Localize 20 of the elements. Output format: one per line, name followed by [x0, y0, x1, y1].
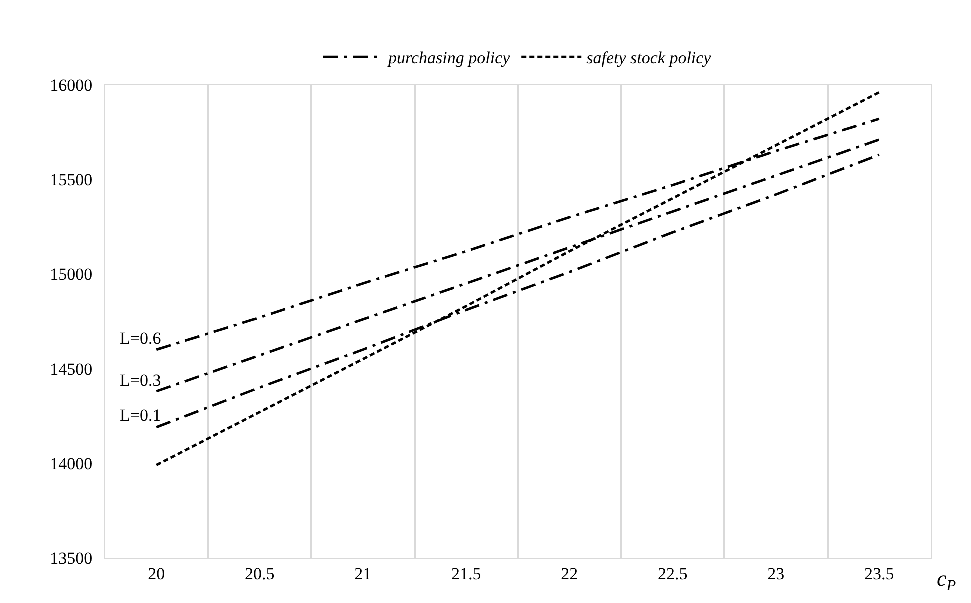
x-tick-label: 23.5 — [864, 564, 894, 584]
legend-label: purchasing policy — [388, 48, 511, 68]
x-tick-label: 21.5 — [452, 564, 482, 584]
x-tick-label: 22.5 — [658, 564, 688, 584]
y-tick-label: 15500 — [50, 170, 93, 190]
y-tick-label: 14500 — [50, 360, 93, 379]
annotation: L=0.3 — [120, 371, 162, 390]
x-tick-label: 21 — [354, 564, 372, 584]
annotation: L=0.6 — [120, 329, 162, 348]
y-tick-label: 14000 — [50, 454, 93, 474]
annotation: L=0.1 — [120, 406, 162, 425]
x-tick-label: 23 — [768, 564, 785, 584]
y-tick-label: 15000 — [50, 265, 93, 284]
y-tick-label: 13500 — [50, 548, 93, 568]
legend-label: safety stock policy — [586, 48, 712, 68]
x-tick-label: 20.5 — [245, 564, 275, 584]
x-tick-label: 22 — [561, 564, 578, 584]
x-axis-title: c$_{P}$ — [937, 566, 957, 595]
x-tick-label: 20 — [148, 564, 166, 584]
y-tick-label: 16000 — [50, 76, 93, 95]
